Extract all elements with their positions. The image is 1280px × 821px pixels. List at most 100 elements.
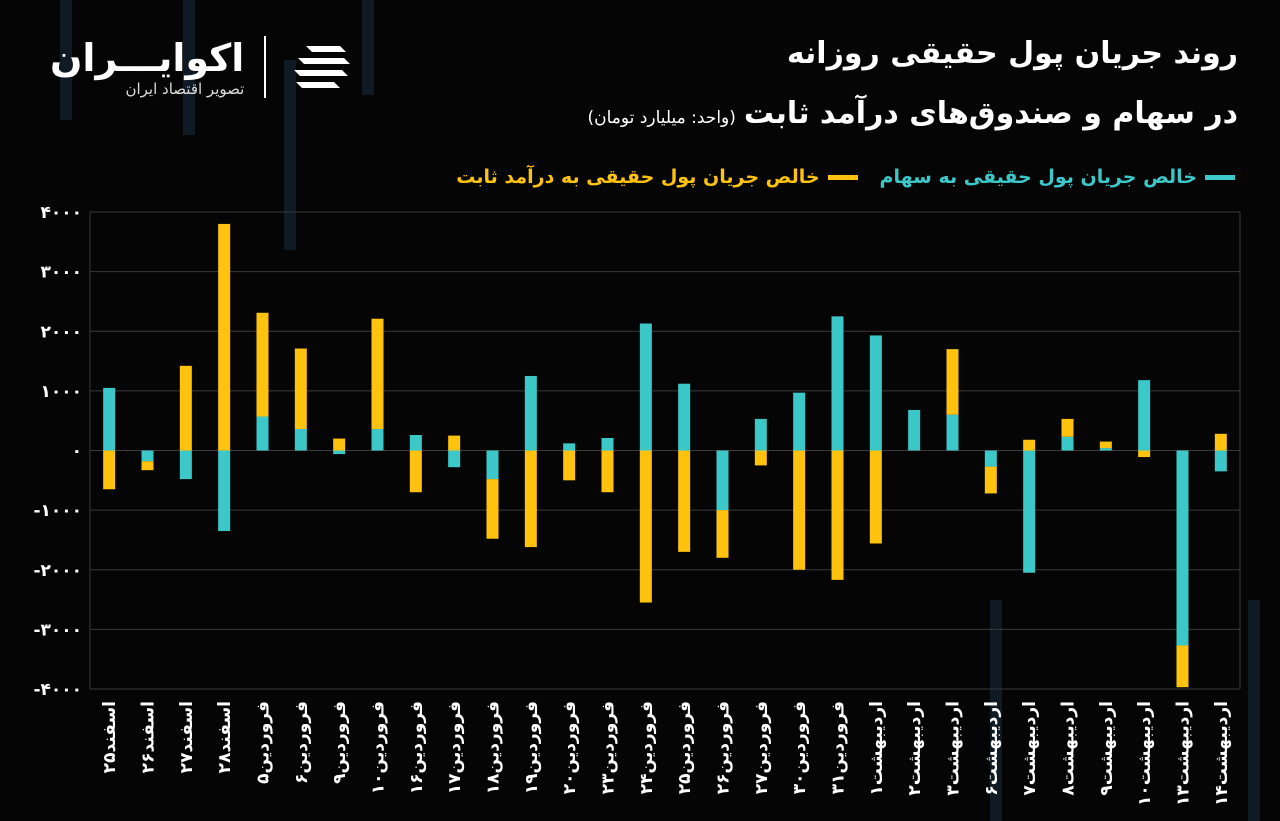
x-tick-label: ۹فروردین (330, 701, 350, 784)
x-tick-label: ۱۳اردیبهشت (1174, 701, 1194, 806)
bar-stocks (486, 450, 499, 480)
x-tick-label: ۲۰فروردین (560, 701, 580, 794)
x-tick-label: ۳۱فروردین (829, 701, 849, 794)
bar-fixed-income (754, 450, 767, 466)
x-tick-label: ۶فروردین (292, 701, 312, 784)
ecoiran-logo-icon (294, 46, 351, 88)
bar-fixed-income (601, 450, 614, 493)
bar-fixed-income (218, 223, 231, 451)
x-tick-label: ۱۰اردیبهشت (1135, 701, 1155, 806)
bar-stocks (639, 323, 652, 451)
bar-stocks (448, 450, 461, 468)
y-tick-label: -۱۰۰۰ (33, 501, 82, 521)
bar-stocks (179, 450, 192, 480)
y-tick-label: ۳۰۰۰ (40, 263, 82, 283)
bar-stocks (333, 450, 346, 455)
unit-label: (واحد: میلیارد تومان) (587, 108, 736, 128)
bar-fixed-income (984, 466, 997, 494)
x-tick-label: ۷اردیبهشت (1020, 701, 1040, 796)
bar-stocks (946, 414, 959, 451)
background-candle (990, 600, 1002, 821)
bar-stocks (601, 437, 614, 451)
legend-item-fixed-income: خالص جریان پول حقیقی به درآمد ثابت (456, 166, 858, 188)
brand-name: اکوایـــران (50, 36, 245, 80)
bar-stocks (409, 434, 422, 451)
legend-label-stocks: خالص جریان پول حقیقی به سهام (879, 166, 1197, 188)
bar-fixed-income (256, 312, 269, 417)
bar-fixed-income (486, 479, 499, 539)
chart-subtitle-text: در سهام و صندوق‌های درآمد ثابت (743, 96, 1238, 131)
bar-fixed-income (333, 438, 346, 451)
y-tick-label: -۳۰۰۰ (33, 620, 82, 640)
x-tick-label: ۲۶اسفند (139, 701, 159, 773)
x-tick-label: ۲اردیبهشت (905, 701, 925, 796)
bar-stocks (1099, 448, 1112, 451)
bar-stocks (716, 450, 729, 511)
x-tick-label: ۹اردیبهشت (1097, 701, 1117, 796)
bar-stocks (218, 450, 231, 531)
bar-fixed-income (1023, 439, 1036, 451)
bar-stocks (141, 450, 154, 462)
bar-fixed-income (103, 450, 116, 490)
x-tick-label: ۱۹فروردین (522, 701, 542, 794)
bar-fixed-income (563, 450, 576, 481)
x-tick-label: ۱۴اردیبهشت (1212, 701, 1232, 806)
bar-stocks (256, 416, 269, 451)
chart-legend: خالص جریان پول حقیقی به سهام خالص جریان … (456, 166, 1235, 188)
x-tick-label: ۲۴فروردین (637, 701, 657, 794)
bar-fixed-income (409, 450, 422, 493)
bar-stocks (563, 443, 576, 451)
legend-swatch-fixed-income (827, 174, 858, 180)
bar-fixed-income (1061, 418, 1074, 437)
bar-fixed-income (371, 318, 384, 430)
x-tick-label: ۶اردیبهشت (982, 701, 1002, 796)
x-tick-label: ۳اردیبهشت (944, 701, 964, 796)
bar-stocks (793, 392, 806, 451)
brand-text: اکوایـــران تصویر اقتصاد ایران (50, 36, 244, 98)
x-tick-label: ۸اردیبهشت (1059, 701, 1079, 796)
brand-subtitle: تصویر اقتصاد ایران (125, 80, 245, 98)
x-tick-label: ۱اردیبهشت (867, 701, 887, 796)
x-tick-label: ۱۷فروردین (445, 701, 465, 794)
x-tick-label: ۱۸فروردین (484, 701, 504, 794)
x-tick-label: ۲۵اسفند (100, 701, 120, 773)
bar-fixed-income (1214, 433, 1227, 451)
x-tick-label: ۲۶فروردین (714, 701, 734, 794)
bar-fixed-income (639, 450, 652, 603)
bar-stocks (103, 387, 116, 451)
bar-fixed-income (793, 450, 806, 570)
x-tick-label: ۵فروردین (254, 701, 274, 784)
x-tick-label: ۱۶فروردین (407, 701, 427, 794)
background-candle (284, 60, 296, 250)
background-candle (1248, 600, 1260, 821)
legend-label-fixed-income: خالص جریان پول حقیقی به درآمد ثابت (456, 166, 820, 188)
bar-fixed-income (179, 365, 192, 451)
bar-fixed-income (716, 510, 729, 558)
y-tick-label: -۲۰۰۰ (33, 561, 82, 581)
bar-fixed-income (1176, 645, 1189, 688)
bar-fixed-income (448, 435, 461, 451)
y-tick-label: ۰ (72, 442, 82, 462)
bar-stocks (294, 429, 307, 451)
bar-stocks (1214, 450, 1227, 472)
background-candle (60, 0, 72, 120)
y-tick-label: ۲۰۰۰ (40, 322, 82, 342)
chart-subtitle: در سهام و صندوق‌های درآمد ثابت (واحد: میل… (588, 96, 1239, 131)
x-tick-label: ۱۰فروردین (369, 701, 389, 794)
bar-stocks (908, 409, 921, 451)
bar-fixed-income (678, 450, 691, 552)
bar-stocks (524, 375, 537, 451)
bar-stocks (869, 335, 882, 451)
x-tick-label: ۲۸اسفند (215, 701, 235, 773)
bar-fixed-income (294, 348, 307, 430)
x-tick-label: ۲۵فروردین (675, 701, 695, 794)
x-tick-label: ۲۳فروردین (599, 701, 619, 794)
bar-fixed-income (831, 450, 844, 580)
y-tick-label: -۴۰۰۰ (33, 680, 82, 700)
bar-stocks (678, 383, 691, 451)
bar-stocks (1176, 450, 1189, 646)
bar-stocks (371, 429, 384, 451)
bar-fixed-income (141, 461, 154, 471)
x-tick-label: ۲۷فروردین (752, 701, 772, 794)
